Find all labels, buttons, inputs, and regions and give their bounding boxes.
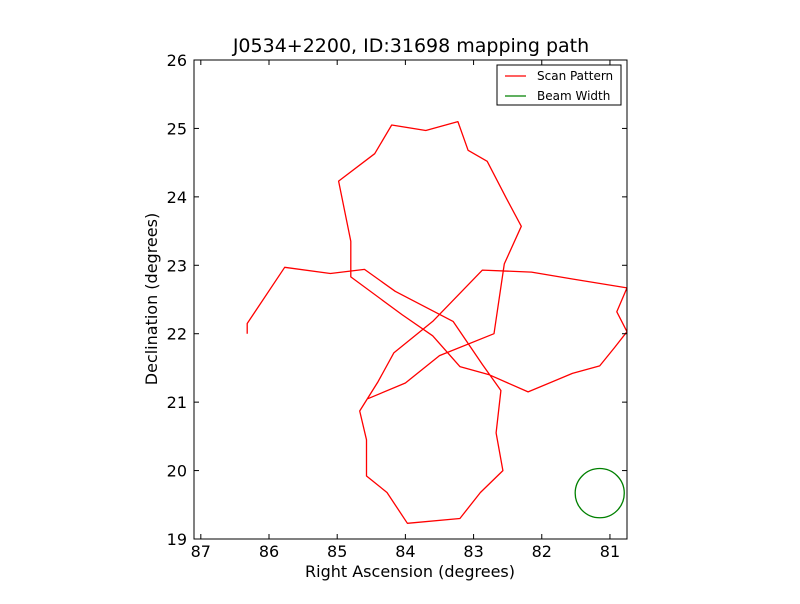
legend-box [496, 64, 622, 106]
x-tick-label: 82 [532, 542, 552, 561]
y-tick-label: 22 [167, 325, 187, 344]
plot-frame [193, 59, 628, 540]
y-axis: 19 20 21 22 23 24 25 26 [167, 51, 627, 549]
legend-label-scan-pattern: Scan Pattern [537, 69, 613, 83]
scan-pattern-line [246, 120, 627, 524]
y-tick-label: 20 [167, 462, 187, 481]
y-tick-label: 26 [167, 51, 187, 70]
y-tick-label: 25 [167, 119, 187, 138]
scan-pattern-layer [246, 120, 627, 524]
chart-title: J0534+2200, ID:31698 mapping path [232, 35, 589, 57]
x-axis-label: Right Ascension (degrees) [305, 562, 515, 581]
legend: Scan Pattern Beam Width [496, 64, 622, 106]
x-tick-label: 83 [463, 542, 483, 561]
y-tick-label: 21 [167, 393, 187, 412]
y-tick-label: 24 [167, 188, 187, 207]
beam-width-layer [574, 467, 625, 519]
x-axis: 87 86 85 84 83 82 81 [191, 60, 620, 561]
legend-label-beam-width: Beam Width [537, 89, 610, 103]
x-tick-label: 85 [327, 542, 347, 561]
x-tick-label: 84 [395, 542, 415, 561]
y-tick-label: 23 [167, 256, 187, 275]
x-tick-label: 86 [259, 542, 279, 561]
x-tick-label: 87 [191, 542, 211, 561]
y-axis-label: Declination (degrees) [142, 213, 161, 385]
y-tick-label: 19 [167, 530, 187, 549]
beam-width-circle [574, 467, 625, 519]
x-tick-label: 81 [600, 542, 620, 561]
